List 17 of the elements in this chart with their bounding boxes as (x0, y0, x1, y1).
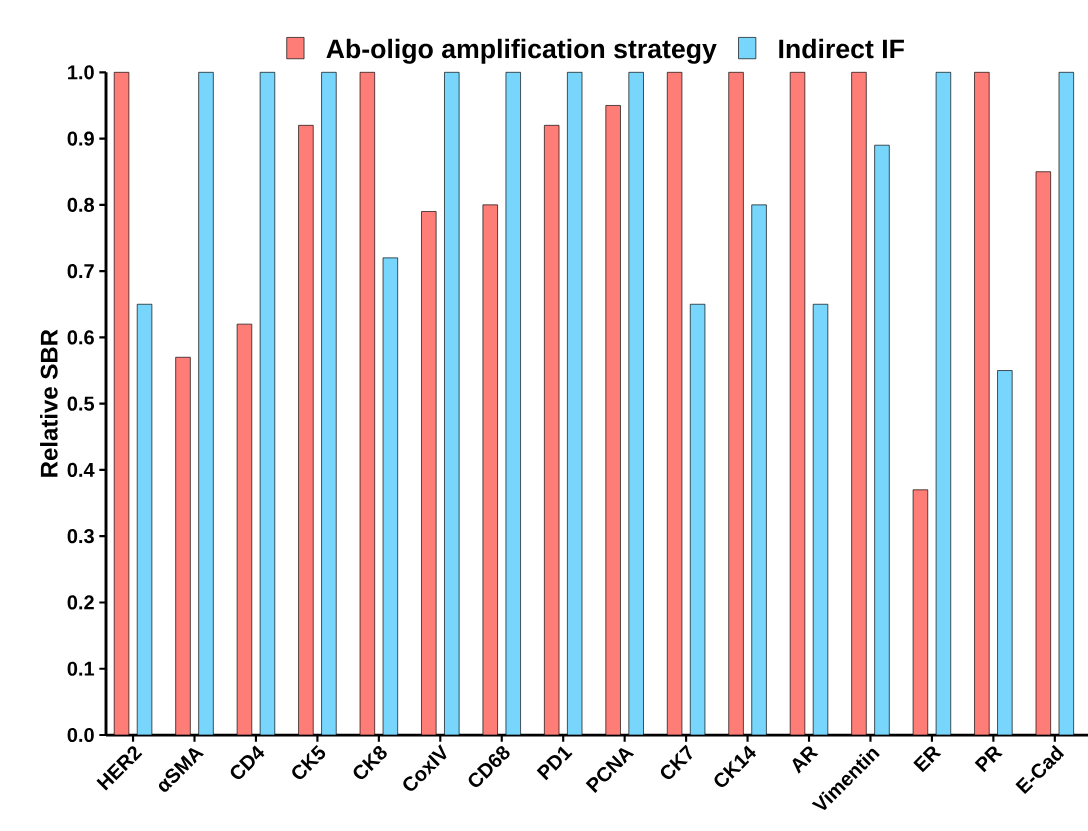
y-tick-label: 0.9 (67, 131, 94, 146)
x-tick-label: ER (913, 746, 942, 773)
y-tick-label: 0.2 (67, 595, 94, 610)
y-tick-label: 0.7 (67, 264, 94, 279)
y-tick-label: 0.6 (67, 330, 94, 345)
x-tick-label: CK8 (353, 746, 387, 780)
x-tick-label: PR (974, 746, 1003, 773)
y-axis-title: Relative SBR (40, 329, 58, 477)
y-tick-label: 0.4 (67, 462, 95, 477)
y-tick-label: 1.0 (68, 65, 94, 80)
y-tick-label: 0.3 (67, 529, 94, 544)
y-tick-label: 0.0 (67, 727, 94, 743)
legend-label: Indirect IF (779, 38, 904, 59)
y-tick-label: 0.5 (67, 396, 95, 411)
legend-label: Ab-oligo amplification strategy (326, 38, 717, 64)
y-tick-label: 0.8 (67, 197, 95, 212)
y-tick-label: 0.1 (67, 661, 95, 676)
